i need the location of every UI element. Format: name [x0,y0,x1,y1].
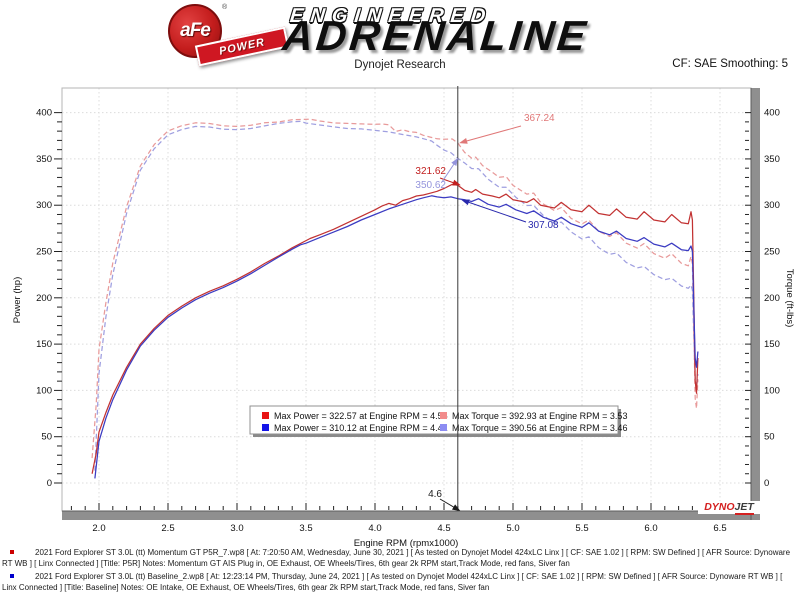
annotation-label: 307.08 [528,220,559,231]
y-tick-label-right: 350 [764,154,780,165]
y-tick-label-left: 400 [36,108,52,119]
annotation-label: 367.24 [524,113,555,124]
annotation-label: 4.6 [428,489,442,500]
x-tick-label: 6.0 [644,523,657,534]
y-tick-label-left: 250 [36,247,52,258]
x-tick-label: 5.5 [575,523,588,534]
subtitle-dynojet-research: Dynojet Research [354,59,446,71]
annotation-label: 350.62 [415,180,446,191]
y-axis-title-right: Torque (ft-lbs) [784,269,795,328]
dynojet-watermark: DYNOJET [698,501,760,515]
annotation-arrow [439,498,458,510]
annotation-arrow [439,177,458,185]
y-tick-label-right: 0 [764,478,769,489]
dynojet-watermark-dyno: DYNO [704,501,735,513]
curve-afe-torque [91,118,699,459]
curve-baseline-torque [94,120,699,471]
afe-logo-text: aFe [180,20,211,41]
y-tick-label-left: 100 [36,385,52,396]
annotation-arrowhead-icon [452,504,461,511]
annotation-arrow [462,125,522,143]
annotation-arrow [464,200,527,223]
x-tick-label: 3.5 [299,523,312,534]
afe-banner-text: POWER [217,35,267,58]
y-tick-label-left: 200 [36,293,52,304]
legend-item: Max Power = 310.12 at Engine RPM = 4.41 [274,423,448,433]
legend-swatch-icon [440,424,447,431]
curve-afe-power [91,183,699,474]
x-tick-label: 2.0 [92,523,105,534]
x-tick-label: 3.0 [230,523,243,534]
legend-item: Max Power = 322.57 at Engine RPM = 4.56 [274,411,448,421]
legend-shadow [253,409,621,437]
legend-swatch-icon [262,412,269,419]
legend-item: Max Torque = 390.56 at Engine RPM = 3.46 [452,423,627,433]
y-tick-label-left: 350 [36,154,52,165]
smoothing-label: CF: SAE Smoothing: 5 [672,58,788,70]
x-tick-label: 4.5 [437,523,450,534]
run-note-2: 2021 Ford Explorer ST 3.0L (tt) Baseline… [2,571,798,593]
y-axis-title-left: Power (hp) [12,277,23,323]
y-tick-label-right: 400 [764,108,780,119]
legend-swatch-icon [440,412,447,419]
y-tick-label-right: 250 [764,247,780,258]
annotation-arrow [441,160,457,183]
x-axis-band [62,511,760,520]
run-note-2-text: 2021 Ford Explorer ST 3.0L (tt) Baseline… [2,572,783,592]
annotation-arrowhead-icon [459,138,468,144]
legend-swatch-icon [262,424,269,431]
x-tick-label: 6.5 [713,523,726,534]
y-tick-label-left: 0 [47,478,52,489]
registered-mark-icon: ® [222,4,228,11]
y-tick-label-left: 300 [36,200,52,211]
tagline-adrenaline: ADRENALINE [280,12,591,59]
plot-border [61,87,752,512]
x-tick-label: 4.0 [368,523,381,534]
y-tick-label-left: 150 [36,339,52,350]
curve-baseline-power [94,195,699,479]
y-axis-band [751,88,760,520]
y-tick-label-right: 200 [764,293,780,304]
x-tick-label: 5.0 [506,523,519,534]
dynojet-watermark-jet: JET [734,501,754,515]
annotation-arrowhead-icon [451,157,459,166]
legend-item: Max Torque = 392.93 at Engine RPM = 3.53 [452,411,627,421]
y-tick-label-left: 50 [41,432,52,443]
x-tick-label: 2.5 [161,523,174,534]
y-tick-label-right: 300 [764,200,780,211]
annotation-arrowhead-icon [452,179,461,186]
annotation-label: 321.62 [415,166,446,177]
run-bullet-icon [10,550,14,554]
y-tick-label-right: 50 [764,432,775,443]
run-bullet-icon [10,574,14,578]
legend-box [249,405,619,435]
y-tick-label-right: 150 [764,339,780,350]
y-tick-label-right: 100 [764,385,780,396]
run-notes: 2021 Ford Explorer ST 3.0L (tt) Momentum… [2,547,798,595]
run-note-1: 2021 Ford Explorer ST 3.0L (tt) Momentum… [2,547,798,569]
run-note-1-text: 2021 Ford Explorer ST 3.0L (tt) Momentum… [2,548,791,568]
annotation-arrowhead-icon [461,199,470,206]
